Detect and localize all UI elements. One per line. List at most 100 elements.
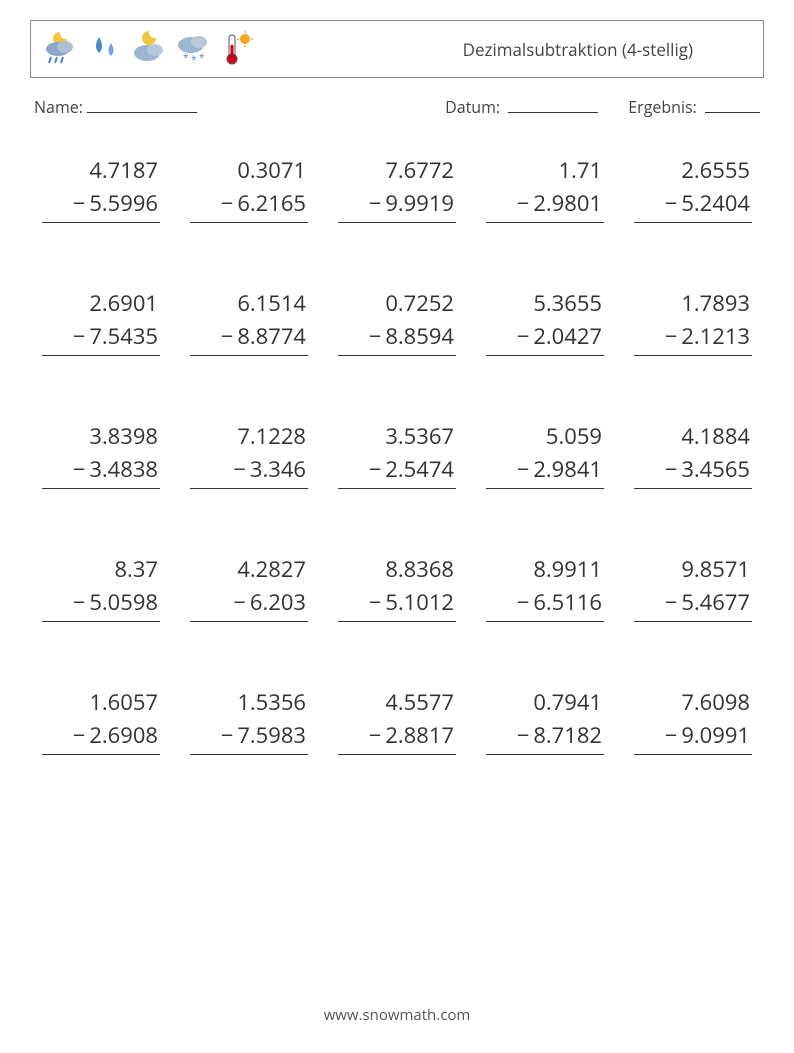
minus-operator: − bbox=[369, 586, 386, 619]
subtrahend-row: −2.6908 bbox=[42, 719, 160, 755]
minuend: 0.7252 bbox=[385, 287, 456, 320]
result-field: Ergebnis: bbox=[628, 96, 760, 118]
thermometer-sun-icon bbox=[217, 29, 257, 69]
raindrops-icon bbox=[85, 29, 125, 69]
snow-cloud-icon: * * * bbox=[173, 29, 213, 69]
subtrahend: 6.2165 bbox=[237, 187, 308, 220]
subtrahend: 5.2404 bbox=[681, 187, 752, 220]
minuend: 4.1884 bbox=[681, 420, 752, 453]
subtrahend: 5.5996 bbox=[89, 187, 160, 220]
name-field: Name: bbox=[34, 96, 445, 118]
subtrahend: 9.0991 bbox=[681, 719, 752, 752]
minuend: 5.3655 bbox=[533, 287, 604, 320]
problem: 4.5577−2.8817 bbox=[338, 686, 456, 755]
problem: 2.6555−5.2404 bbox=[634, 154, 752, 223]
minuend: 8.8368 bbox=[385, 553, 456, 586]
minuend: 4.5577 bbox=[385, 686, 456, 719]
header-box: * * * Dezimalsubtraktion (4-stellig) bbox=[30, 20, 764, 78]
problem: 0.7252−8.8594 bbox=[338, 287, 456, 356]
minus-operator: − bbox=[73, 453, 90, 486]
subtrahend: 2.6908 bbox=[89, 719, 160, 752]
minus-operator: − bbox=[665, 187, 682, 220]
minus-operator: − bbox=[369, 719, 386, 752]
minuend: 7.1228 bbox=[237, 420, 308, 453]
minus-operator: − bbox=[517, 453, 534, 486]
subtrahend-row: −6.2165 bbox=[190, 187, 308, 223]
minus-operator: − bbox=[221, 719, 238, 752]
minus-operator: − bbox=[369, 320, 386, 353]
minuend: 3.5367 bbox=[385, 420, 456, 453]
subtrahend-row: −5.4677 bbox=[634, 586, 752, 622]
problem: 1.5356−7.5983 bbox=[190, 686, 308, 755]
subtrahend-row: −2.5474 bbox=[338, 453, 456, 489]
svg-text:*: * bbox=[183, 50, 189, 64]
subtrahend-row: −5.2404 bbox=[634, 187, 752, 223]
minuend: 8.37 bbox=[114, 553, 160, 586]
subtrahend-row: −3.4565 bbox=[634, 453, 752, 489]
minuend: 7.6772 bbox=[385, 154, 456, 187]
problem: 7.6772−9.9919 bbox=[338, 154, 456, 223]
subtrahend: 2.9841 bbox=[533, 453, 604, 486]
subtrahend-row: −5.1012 bbox=[338, 586, 456, 622]
problem: 2.6901−7.5435 bbox=[42, 287, 160, 356]
problem: 0.3071−6.2165 bbox=[190, 154, 308, 223]
minus-operator: − bbox=[517, 719, 534, 752]
problem: 4.7187−5.5996 bbox=[42, 154, 160, 223]
minuend: 1.6057 bbox=[89, 686, 160, 719]
subtrahend-row: −3.4838 bbox=[42, 453, 160, 489]
subtrahend: 2.0427 bbox=[533, 320, 604, 353]
problem: 3.8398−3.4838 bbox=[42, 420, 160, 489]
problem: 8.37−5.0598 bbox=[42, 553, 160, 622]
minuend: 5.059 bbox=[546, 420, 604, 453]
minus-operator: − bbox=[221, 320, 238, 353]
problem: 3.5367−2.5474 bbox=[338, 420, 456, 489]
minuend: 1.71 bbox=[558, 154, 604, 187]
minuend: 1.7893 bbox=[681, 287, 752, 320]
subtrahend: 7.5983 bbox=[237, 719, 308, 752]
minuend: 4.7187 bbox=[89, 154, 160, 187]
problem: 9.8571−5.4677 bbox=[634, 553, 752, 622]
subtrahend: 7.5435 bbox=[89, 320, 160, 353]
subtrahend-row: −8.8774 bbox=[190, 320, 308, 356]
minus-operator: − bbox=[73, 320, 90, 353]
subtrahend-row: −9.0991 bbox=[634, 719, 752, 755]
minuend: 4.2827 bbox=[237, 553, 308, 586]
result-blank[interactable] bbox=[705, 96, 760, 113]
date-field: Datum: bbox=[445, 96, 598, 118]
name-blank[interactable] bbox=[87, 96, 197, 113]
result-label: Ergebnis: bbox=[628, 96, 697, 118]
subtrahend-row: −8.7182 bbox=[486, 719, 604, 755]
problem: 1.71−2.9801 bbox=[486, 154, 604, 223]
subtrahend-row: −5.5996 bbox=[42, 187, 160, 223]
date-blank[interactable] bbox=[508, 96, 598, 113]
problem: 8.9911−6.5116 bbox=[486, 553, 604, 622]
minuend: 1.5356 bbox=[237, 686, 308, 719]
svg-text:*: * bbox=[191, 52, 197, 66]
minus-operator: − bbox=[665, 719, 682, 752]
subtrahend: 6.203 bbox=[250, 586, 308, 619]
subtrahend-row: −2.1213 bbox=[634, 320, 752, 356]
problem: 4.2827−6.203 bbox=[190, 553, 308, 622]
subtrahend-row: −8.8594 bbox=[338, 320, 456, 356]
subtrahend-row: −6.5116 bbox=[486, 586, 604, 622]
problem: 7.1228−3.346 bbox=[190, 420, 308, 489]
subtrahend: 2.8817 bbox=[385, 719, 456, 752]
moon-cloud-rain-icon bbox=[41, 29, 81, 69]
minuend: 2.6555 bbox=[681, 154, 752, 187]
subtrahend-row: −2.8817 bbox=[338, 719, 456, 755]
minus-operator: − bbox=[73, 586, 90, 619]
minuend: 8.9911 bbox=[533, 553, 604, 586]
minus-operator: − bbox=[517, 586, 534, 619]
subtrahend-row: −2.9801 bbox=[486, 187, 604, 223]
minus-operator: − bbox=[665, 586, 682, 619]
minus-operator: − bbox=[369, 187, 386, 220]
subtrahend: 5.0598 bbox=[89, 586, 160, 619]
svg-text:*: * bbox=[199, 50, 205, 64]
problem: 0.7941−8.7182 bbox=[486, 686, 604, 755]
problem: 5.059−2.9841 bbox=[486, 420, 604, 489]
subtrahend-row: −7.5435 bbox=[42, 320, 160, 356]
subtrahend-row: −3.346 bbox=[190, 453, 308, 489]
subtrahend: 3.346 bbox=[250, 453, 308, 486]
minus-operator: − bbox=[517, 320, 534, 353]
subtrahend-row: −7.5983 bbox=[190, 719, 308, 755]
